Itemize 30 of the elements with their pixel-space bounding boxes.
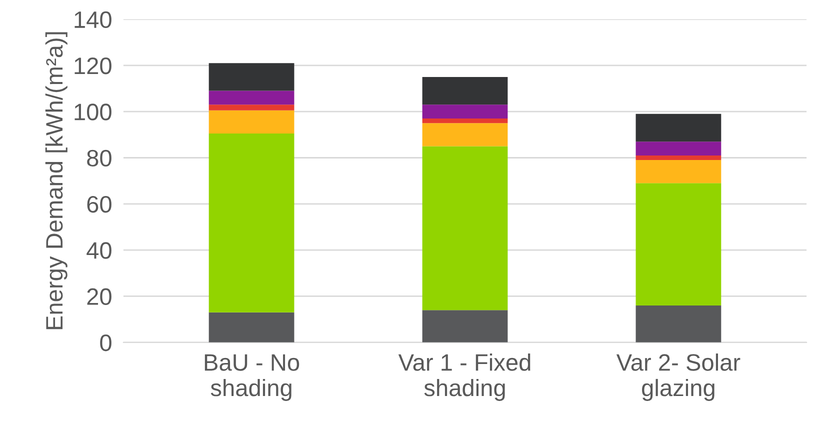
bar <box>208 63 294 91</box>
y-tick-label: 100 <box>74 104 112 120</box>
bar <box>422 118 508 124</box>
bar <box>208 90 294 105</box>
y-tick-label: 0 <box>100 334 112 352</box>
y-tick-label: 40 <box>86 242 112 259</box>
x-tick-label: BaU - No shading <box>204 354 300 401</box>
bar <box>636 155 722 160</box>
bar <box>422 76 508 105</box>
bar <box>422 146 508 310</box>
bar <box>422 123 508 146</box>
y-axis-title: Energy Demand [kWh/(m²a)] <box>45 32 68 330</box>
bar <box>636 160 722 184</box>
bar <box>208 110 294 134</box>
bar <box>208 134 294 312</box>
y-tick-label: 80 <box>87 150 112 167</box>
bar <box>636 183 722 306</box>
bar <box>208 312 294 342</box>
bar <box>208 104 294 110</box>
bar <box>636 305 722 342</box>
y-tick-label: 140 <box>74 11 112 28</box>
y-tick-label: 60 <box>87 196 112 213</box>
y-tick-label: 20 <box>87 288 112 306</box>
bar <box>422 104 508 119</box>
bar <box>636 114 722 142</box>
x-tick-label: Var 2- Solar glazing <box>616 354 740 401</box>
bar <box>422 310 508 342</box>
bar <box>636 142 722 156</box>
y-tick-label: 120 <box>74 57 112 74</box>
x-tick-label: Var 1 - Fixed shading <box>398 354 530 401</box>
